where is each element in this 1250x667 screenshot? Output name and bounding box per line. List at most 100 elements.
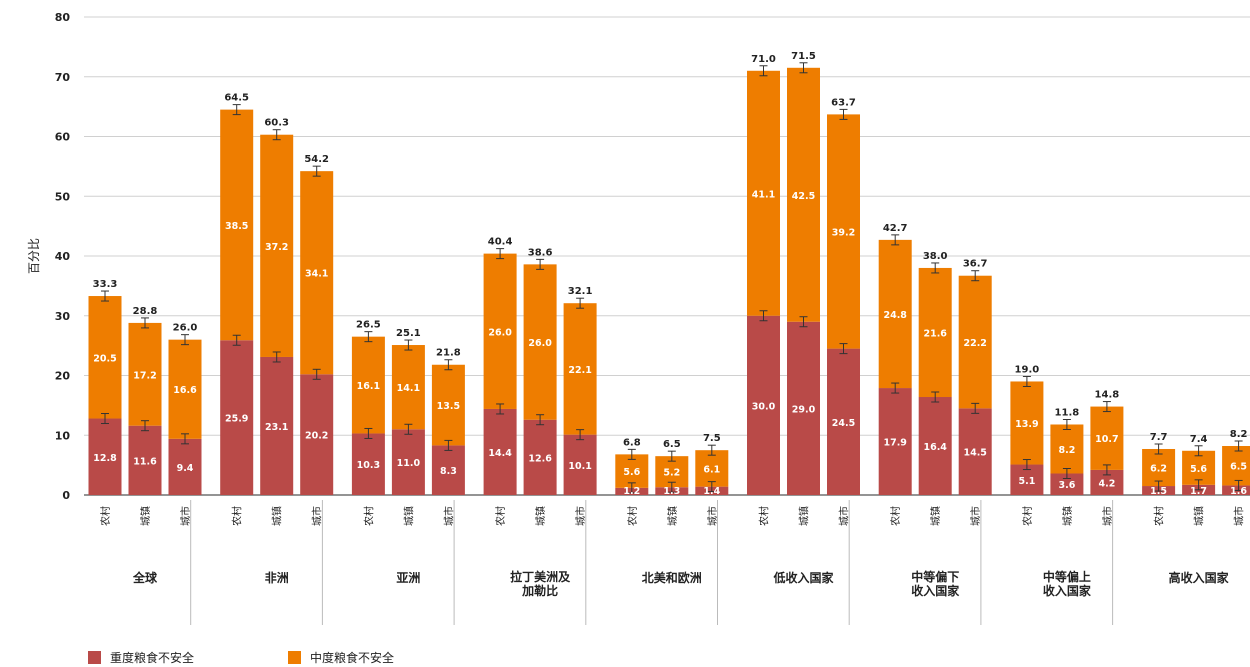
severe-value-label: 17.9 bbox=[883, 438, 906, 449]
category-label: 农村 bbox=[889, 506, 902, 526]
bar-moderate bbox=[1142, 448, 1176, 487]
error-bar bbox=[101, 290, 109, 302]
group-label: 收入国家 bbox=[911, 583, 960, 598]
bar-moderate bbox=[1090, 406, 1124, 470]
group-label: 中等偏上 bbox=[1043, 569, 1091, 584]
bar-severe bbox=[958, 408, 992, 495]
error-bar bbox=[971, 270, 980, 282]
error-bar bbox=[232, 334, 241, 346]
severe-value-label: 29.0 bbox=[792, 404, 816, 415]
severe-value-label: 1.2 bbox=[623, 486, 640, 497]
error-bar bbox=[891, 382, 900, 394]
bar-severe bbox=[787, 321, 820, 495]
moderate-value-label: 13.5 bbox=[437, 401, 460, 412]
y-tick-label: 30 bbox=[55, 310, 71, 323]
total-value-label: 42.7 bbox=[883, 223, 908, 234]
error-bar bbox=[232, 104, 241, 116]
error-bar bbox=[1194, 479, 1203, 491]
total-value-label: 11.8 bbox=[1055, 407, 1080, 418]
error-bar bbox=[181, 433, 189, 445]
severe-value-label: 24.5 bbox=[832, 418, 855, 429]
error-bar bbox=[364, 331, 373, 343]
total-value-label: 25.1 bbox=[396, 328, 421, 339]
error-bar bbox=[272, 129, 281, 141]
error-bar bbox=[536, 414, 545, 426]
bar-moderate bbox=[747, 70, 780, 316]
error-bar bbox=[141, 420, 149, 432]
total-value-label: 7.5 bbox=[703, 433, 721, 444]
bar-moderate bbox=[1050, 424, 1084, 474]
category-label: 城镇 bbox=[271, 506, 284, 526]
bar-moderate bbox=[431, 364, 465, 446]
total-value-label: 63.7 bbox=[831, 97, 856, 108]
error-bar bbox=[101, 413, 109, 425]
moderate-value-label: 17.2 bbox=[133, 370, 156, 381]
category-label: 城市 bbox=[442, 506, 455, 526]
moderate-value-label: 41.1 bbox=[752, 189, 775, 200]
category-label: 农村 bbox=[626, 506, 639, 526]
error-bar bbox=[141, 317, 149, 329]
bar-moderate bbox=[918, 267, 952, 398]
category-label: 城镇 bbox=[1193, 506, 1206, 526]
category-label: 城镇 bbox=[534, 506, 547, 526]
category-label: 城镇 bbox=[666, 506, 679, 526]
error-bar bbox=[364, 427, 373, 439]
moderate-value-label: 5.2 bbox=[663, 468, 680, 479]
severe-value-label: 3.6 bbox=[1058, 480, 1075, 491]
moderate-value-label: 38.5 bbox=[225, 221, 248, 232]
group-label: 收入国家 bbox=[1043, 583, 1092, 598]
total-value-label: 14.8 bbox=[1095, 390, 1120, 401]
category-label: 城市 bbox=[311, 506, 324, 526]
bar-severe bbox=[128, 425, 162, 495]
moderate-value-label: 6.2 bbox=[1150, 464, 1167, 475]
error-bar bbox=[759, 65, 768, 77]
group-label: 高收入国家 bbox=[1169, 570, 1230, 585]
y-axis: 0 10 20 30 40 50 60 70 80 百分比 bbox=[27, 11, 70, 502]
category-label: 农村 bbox=[231, 506, 244, 526]
bar-moderate bbox=[827, 114, 860, 349]
severe-value-label: 1.6 bbox=[1230, 486, 1247, 497]
moderate-value-label: 24.8 bbox=[883, 310, 907, 321]
y-axis-label: 百分比 bbox=[27, 238, 41, 274]
category-label: 农村 bbox=[494, 506, 507, 526]
category-label: 城市 bbox=[838, 506, 851, 526]
severe-value-label: 1.7 bbox=[1190, 486, 1207, 497]
error-bar bbox=[312, 165, 321, 177]
bar-severe bbox=[351, 433, 385, 495]
moderate-value-label: 5.6 bbox=[1190, 464, 1207, 475]
severe-value-label: 4.2 bbox=[1098, 478, 1115, 489]
bar-moderate bbox=[563, 303, 597, 435]
severe-value-label: 30.0 bbox=[752, 401, 776, 412]
severe-value-label: 10.1 bbox=[568, 461, 591, 472]
total-value-label: 38.6 bbox=[528, 247, 553, 258]
total-value-label: 8.2 bbox=[1230, 429, 1248, 440]
bar-moderate bbox=[483, 253, 517, 409]
severe-value-label: 11.0 bbox=[397, 458, 421, 469]
moderate-value-label: 34.1 bbox=[305, 269, 328, 280]
category-label: 城市 bbox=[574, 506, 587, 526]
bar-severe bbox=[300, 374, 334, 495]
error-bar bbox=[627, 448, 636, 460]
total-value-label: 32.1 bbox=[568, 286, 593, 297]
bar-moderate bbox=[615, 454, 649, 488]
severe-value-label: 9.4 bbox=[177, 463, 194, 474]
total-value-label: 71.5 bbox=[791, 51, 816, 62]
severe-value-label: 1.4 bbox=[703, 486, 720, 497]
error-bar bbox=[1022, 375, 1031, 387]
total-value-label: 54.2 bbox=[304, 154, 329, 165]
severe-value-label: 5.1 bbox=[1018, 476, 1035, 487]
severe-value-label: 14.5 bbox=[963, 448, 986, 459]
total-value-label: 19.0 bbox=[1015, 364, 1040, 375]
severe-value-label: 12.8 bbox=[93, 453, 117, 464]
total-value-label: 38.0 bbox=[923, 251, 948, 262]
error-bar bbox=[1234, 440, 1243, 452]
legend-swatch-severe bbox=[88, 651, 101, 664]
error-bar bbox=[312, 368, 321, 380]
moderate-value-label: 6.5 bbox=[1230, 462, 1247, 473]
error-bar bbox=[799, 62, 808, 74]
error-bar bbox=[1022, 459, 1031, 471]
category-label: 城镇 bbox=[929, 506, 942, 526]
moderate-value-label: 6.1 bbox=[703, 464, 720, 475]
error-bar bbox=[404, 339, 413, 351]
moderate-value-label: 13.9 bbox=[1015, 419, 1038, 430]
